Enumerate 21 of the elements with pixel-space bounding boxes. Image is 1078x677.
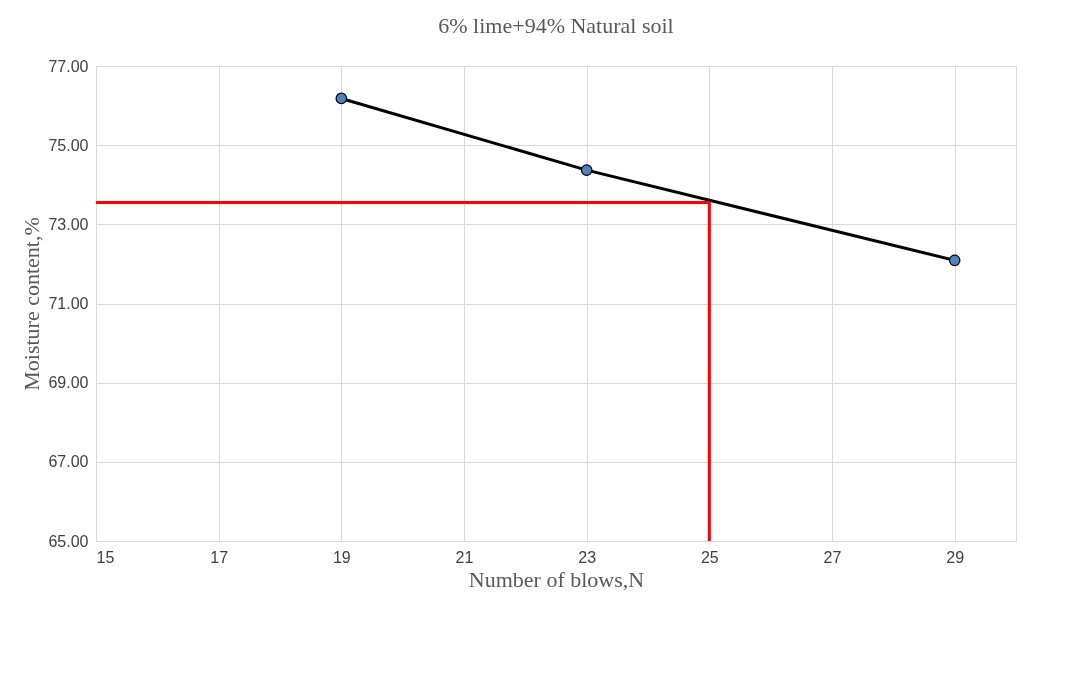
x-tick-label: 19	[332, 548, 351, 566]
point	[948, 254, 961, 267]
y-tick-label: 69.00	[48, 374, 89, 392]
x-tick-label: 25	[700, 548, 719, 566]
y-tick-label: 67.00	[48, 453, 89, 471]
x-tick-label: 23	[578, 548, 597, 566]
y-tick-label: 73.00	[48, 215, 89, 233]
y-tick-label: 65.00	[48, 532, 89, 550]
x-tick-label: 29	[946, 548, 965, 566]
y-axis-title: Moisture content,%	[19, 217, 45, 391]
y-tick-label: 71.00	[48, 295, 89, 312]
y-tick-label: 75.00	[48, 136, 89, 154]
x-tick-label: 27	[823, 548, 842, 566]
point	[335, 92, 348, 105]
x-tick-label: 15	[96, 548, 115, 566]
x-tick-label: 21	[455, 548, 474, 566]
x-tick-label: 17	[210, 548, 229, 566]
x-axis-title: Number of blows,N	[468, 566, 645, 592]
y-tick-label: 77.00	[48, 57, 89, 75]
chart-title: 6% lime+94% Natural soil	[438, 13, 674, 38]
point	[580, 164, 593, 176]
